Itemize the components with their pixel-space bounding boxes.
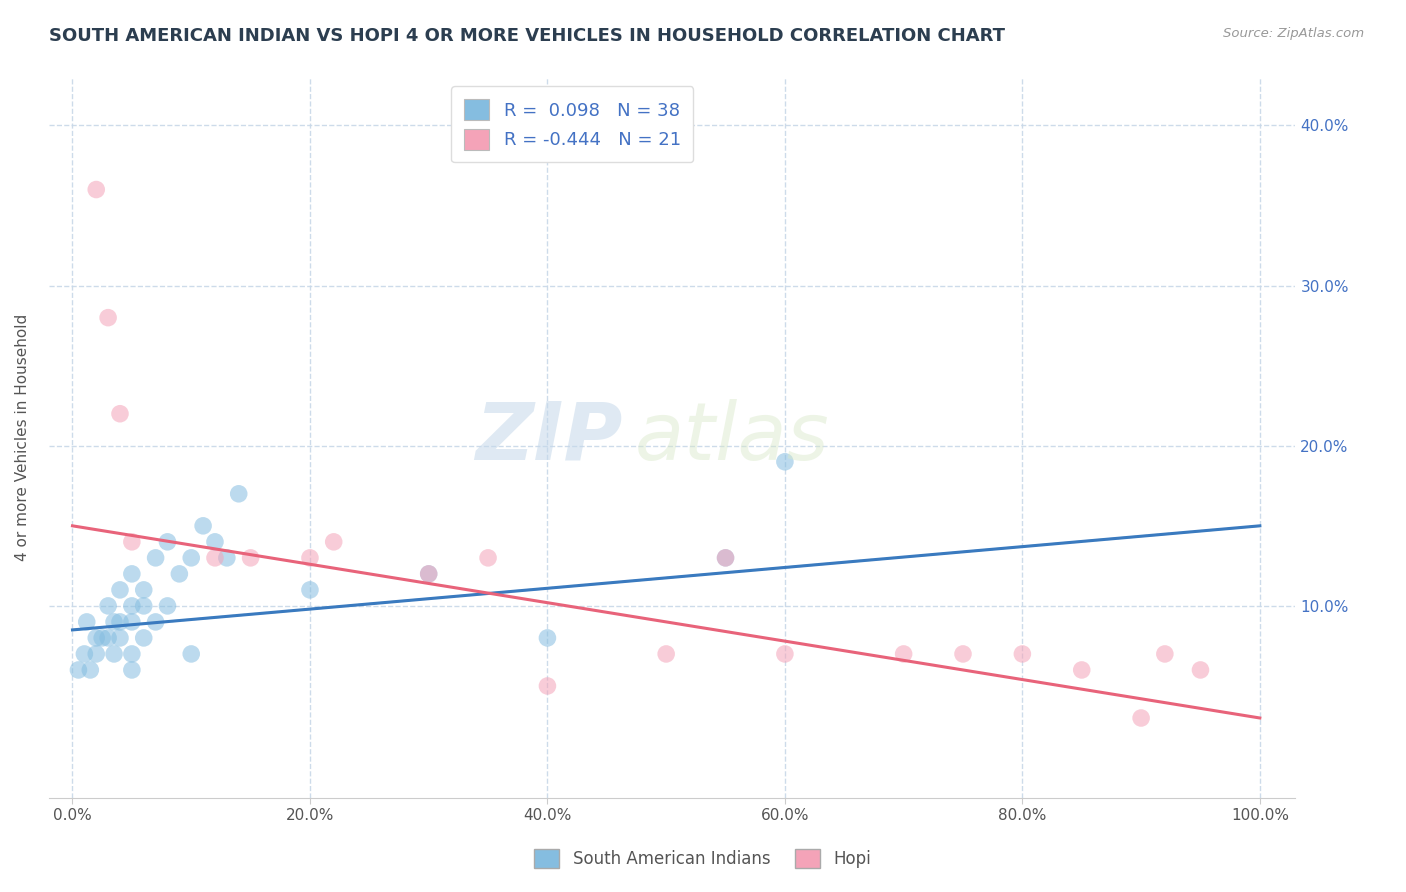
- Point: [952, 647, 974, 661]
- Point: [156, 599, 179, 613]
- Legend: R =  0.098   N = 38, R = -0.444   N = 21: R = 0.098 N = 38, R = -0.444 N = 21: [451, 87, 693, 162]
- Point: [84, 647, 107, 661]
- Text: Source: ZipAtlas.com: Source: ZipAtlas.com: [1223, 27, 1364, 40]
- Point: [103, 647, 125, 661]
- Point: [655, 647, 678, 661]
- Point: [79, 663, 101, 677]
- Point: [1130, 711, 1153, 725]
- Point: [132, 599, 155, 613]
- Point: [714, 550, 737, 565]
- Point: [1011, 647, 1033, 661]
- Point: [418, 566, 440, 581]
- Text: atlas: atlas: [634, 399, 830, 476]
- Point: [477, 550, 499, 565]
- Point: [108, 631, 131, 645]
- Point: [121, 566, 143, 581]
- Point: [108, 582, 131, 597]
- Point: [132, 582, 155, 597]
- Point: [108, 407, 131, 421]
- Point: [773, 455, 796, 469]
- Point: [67, 663, 90, 677]
- Legend: South American Indians, Hopi: South American Indians, Hopi: [527, 843, 879, 875]
- Point: [97, 599, 120, 613]
- Point: [121, 647, 143, 661]
- Point: [714, 550, 737, 565]
- Point: [1070, 663, 1092, 677]
- Point: [103, 615, 125, 629]
- Point: [97, 631, 120, 645]
- Point: [73, 647, 96, 661]
- Point: [156, 534, 179, 549]
- Point: [121, 663, 143, 677]
- Point: [180, 647, 202, 661]
- Point: [773, 647, 796, 661]
- Y-axis label: 4 or more Vehicles in Household: 4 or more Vehicles in Household: [15, 314, 30, 561]
- Point: [121, 534, 143, 549]
- Point: [298, 550, 321, 565]
- Point: [84, 182, 107, 196]
- Point: [145, 615, 167, 629]
- Point: [893, 647, 915, 661]
- Point: [204, 534, 226, 549]
- Point: [322, 534, 344, 549]
- Point: [204, 550, 226, 565]
- Point: [536, 631, 558, 645]
- Point: [215, 550, 238, 565]
- Text: ZIP: ZIP: [475, 399, 623, 476]
- Point: [121, 599, 143, 613]
- Point: [180, 550, 202, 565]
- Point: [1189, 663, 1212, 677]
- Point: [84, 631, 107, 645]
- Point: [169, 566, 191, 581]
- Point: [1153, 647, 1175, 661]
- Point: [132, 631, 155, 645]
- Point: [76, 615, 98, 629]
- Point: [298, 582, 321, 597]
- Point: [108, 615, 131, 629]
- Text: SOUTH AMERICAN INDIAN VS HOPI 4 OR MORE VEHICLES IN HOUSEHOLD CORRELATION CHART: SOUTH AMERICAN INDIAN VS HOPI 4 OR MORE …: [49, 27, 1005, 45]
- Point: [97, 310, 120, 325]
- Point: [228, 487, 250, 501]
- Point: [536, 679, 558, 693]
- Point: [418, 566, 440, 581]
- Point: [145, 550, 167, 565]
- Point: [239, 550, 262, 565]
- Point: [91, 631, 114, 645]
- Point: [121, 615, 143, 629]
- Point: [191, 518, 214, 533]
